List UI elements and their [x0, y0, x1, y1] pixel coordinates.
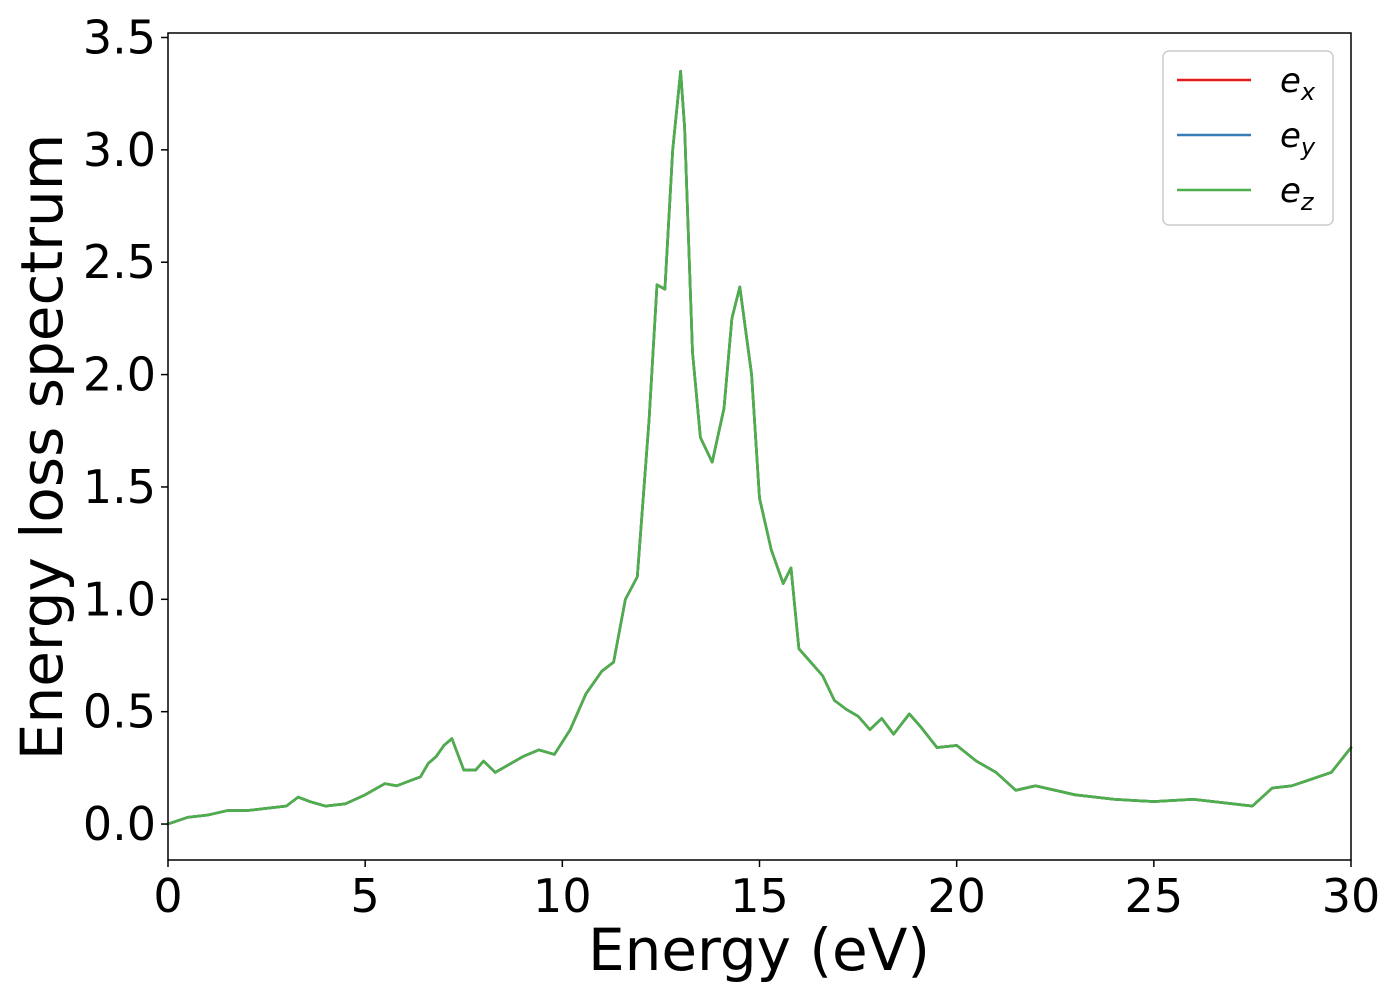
- x-tick-label: 30: [1322, 869, 1381, 923]
- y-tick-label: 0.5: [83, 685, 156, 739]
- y-tick-label: 3.5: [83, 10, 156, 64]
- legend-box: [1162, 50, 1334, 226]
- x-tick-label: 5: [351, 869, 380, 923]
- legend-label-y: ey: [1280, 116, 1316, 161]
- legend-label-subscript: x: [1300, 78, 1316, 106]
- x-tick-label: 20: [927, 869, 986, 923]
- legend-label-x: ex: [1280, 61, 1316, 106]
- x-axis-label: Energy (eV): [588, 916, 930, 984]
- x-tick-label: 0: [153, 869, 182, 923]
- y-axis: 0.0 0.5 1.0 1.5 2.0 2.5 3.0 3.5: [83, 10, 168, 851]
- x-tick-label: 10: [533, 869, 592, 923]
- y-tick-label: 3.0: [83, 123, 156, 177]
- legend-label-base: e: [1280, 61, 1301, 101]
- legend-label-z: ez: [1280, 171, 1315, 216]
- y-tick-label: 2.5: [83, 235, 156, 289]
- legend-label-subscript: y: [1300, 133, 1316, 161]
- y-tick-label: 1.5: [83, 460, 156, 514]
- legend-label-subscript: z: [1300, 188, 1315, 216]
- y-tick-label: 1.0: [83, 572, 156, 626]
- x-tick-label: 25: [1125, 869, 1184, 923]
- series-layer: [166, 69, 1353, 826]
- legend-label-base: e: [1280, 171, 1301, 211]
- y-tick-label: 0.0: [83, 797, 156, 851]
- legend-label-base: e: [1280, 116, 1301, 156]
- x-tick-label: 15: [730, 869, 789, 923]
- series-line-e-z: [166, 69, 1353, 826]
- y-tick-label: 2.0: [83, 348, 156, 402]
- y-axis-label: Energy loss spectrum: [8, 134, 76, 760]
- x-axis: 0 5 10 15 20 25 30: [153, 860, 1380, 923]
